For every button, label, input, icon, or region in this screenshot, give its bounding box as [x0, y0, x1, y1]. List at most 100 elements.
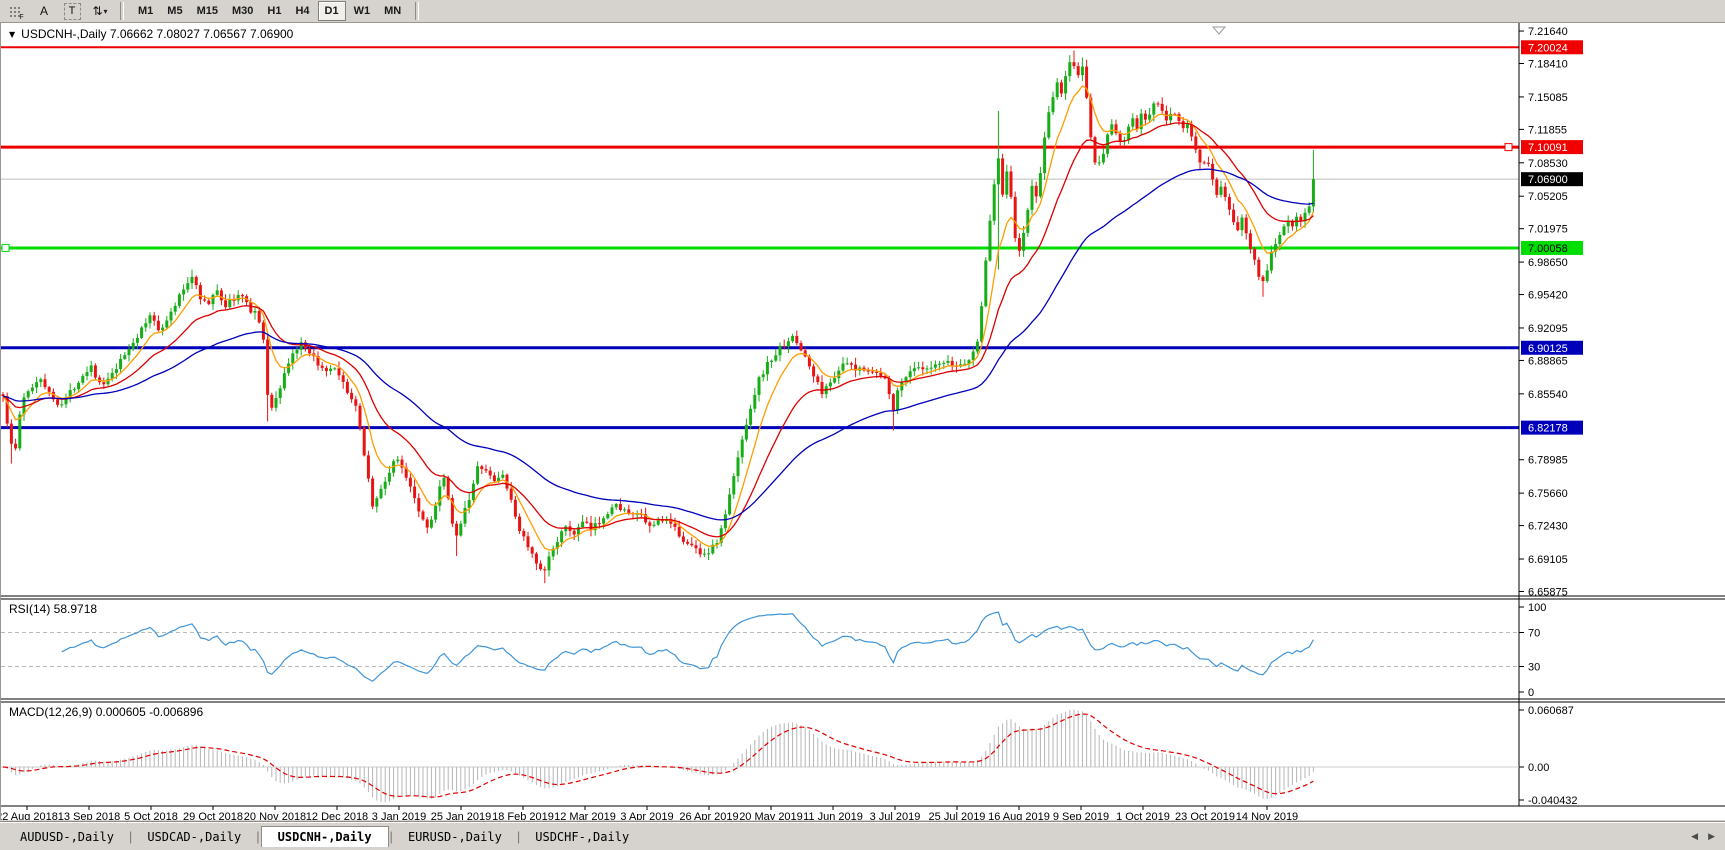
price-axis-label: 7.01975: [1528, 224, 1568, 236]
timeframe-button-d1[interactable]: D1: [317, 1, 346, 21]
hline-handle[interactable]: [1504, 143, 1513, 152]
date-label[interactable]: 18 Feb 2019: [492, 811, 554, 820]
arrow-style-button[interactable]: ⇅ ▾: [87, 2, 113, 21]
timeframe-button-m30[interactable]: M30: [231, 5, 254, 17]
date-label[interactable]: 11 Jun 2019: [803, 811, 863, 820]
timeframe-button-m15[interactable]: M15: [196, 5, 218, 17]
date-label[interactable]: 12 Dec 2018: [306, 811, 368, 820]
date-label[interactable]: 29 Oct 2018: [183, 811, 243, 820]
date-label[interactable]: 20 May 2019: [739, 811, 803, 820]
arrows-icon: ⇅: [92, 4, 103, 18]
price-axis-label: 7.18410: [1528, 59, 1568, 71]
price-badge: [1521, 172, 1583, 187]
price-badge: [1521, 420, 1583, 435]
timeframe-button-h4[interactable]: H4: [295, 5, 310, 17]
chevron-down-icon: ▾: [103, 6, 108, 16]
tab-divider: |: [516, 829, 521, 844]
date-label[interactable]: 25 Jan 2019: [431, 811, 492, 820]
price-badge: [1521, 240, 1583, 255]
date-label[interactable]: 12 Mar 2019: [554, 811, 616, 820]
rsi-axis-label: 0: [1528, 687, 1534, 699]
price-axis-label: 6.98650: [1528, 257, 1568, 269]
chart-tab-usdchf[interactable]: USDCHF-,Daily: [535, 829, 630, 844]
price-badge: [1521, 140, 1583, 155]
date-label[interactable]: 14 Nov 2019: [1236, 811, 1298, 820]
chart-title: ▼ USDCNH-,Daily 7.06662 7.08027 7.06567 …: [9, 27, 293, 41]
tab-divider: |: [389, 829, 393, 844]
price-axis-label: 6.78985: [1528, 455, 1568, 467]
price-axis-label: 6.95420: [1528, 290, 1568, 302]
rsi-axis-label: 100: [1528, 602, 1546, 614]
timeframe-button-w1[interactable]: W1: [353, 5, 371, 17]
timeframe-button-m5[interactable]: M5: [167, 5, 183, 17]
hline-handle[interactable]: [1, 243, 10, 252]
tab-scroll-right-icon[interactable]: ▶: [1708, 831, 1715, 842]
chart-tab-usdcnh[interactable]: USDCNH-,Daily: [260, 826, 389, 847]
rsi-axis-label: 70: [1528, 628, 1540, 640]
date-label[interactable]: 16 Aug 2019: [988, 811, 1050, 820]
price-axis: 7.21640 7.18410 7.15085 7.11855 7.08530 7.052…: [1519, 26, 1583, 598]
chart-title-text: USDCNH-,Daily 7.06662 7.08027 7.06567 7.…: [21, 27, 294, 41]
price-badge-label: 6.90125: [1528, 343, 1568, 355]
price-badge: [1521, 340, 1583, 355]
price-axis-label: 6.85540: [1528, 389, 1568, 401]
tab-scroll-left-icon[interactable]: ◀: [1691, 831, 1699, 842]
ma-slow-line: [2, 168, 1314, 521]
chart-tab-audusd[interactable]: AUDUSD-,Daily: [20, 829, 114, 844]
date-label[interactable]: 9 Sep 2019: [1053, 811, 1109, 820]
price-chart[interactable]: 7.21640 7.18410 7.15085 7.11855 7.08530 7.052…: [1, 23, 1725, 820]
date-label[interactable]: 13 Sep 2018: [58, 811, 120, 820]
price-axis-label: 7.21640: [1528, 26, 1568, 38]
timeframe-button-mn[interactable]: MN: [384, 5, 402, 17]
macd-axis-label: 0.00: [1528, 762, 1549, 774]
ma-mid-line: [2, 122, 1314, 538]
timeframe-button-m1[interactable]: M1: [138, 5, 154, 17]
price-axis-label: 6.92095: [1528, 323, 1568, 335]
chart-tab-bar: AUDUSD-,Daily | USDCAD-,Daily | USDCNH-,Dail…: [0, 822, 1725, 850]
price-axis-label: 7.15085: [1528, 92, 1568, 104]
rsi-axis-label: 30: [1528, 662, 1540, 674]
chart-tab-eurusd[interactable]: EURUSD-,Daily: [407, 829, 502, 844]
chart-tab-usdcad[interactable]: USDCAD-,Daily: [147, 829, 242, 844]
date-label[interactable]: 3 Apr 2019: [620, 811, 673, 820]
date-label[interactable]: 3 Jul 2019: [870, 811, 921, 820]
date-label[interactable]: 26 Apr 2019: [679, 811, 738, 820]
chart-shift-marker-icon[interactable]: [1211, 26, 1227, 35]
price-badge-label: 6.82178: [1528, 423, 1568, 435]
tab-divider: |: [256, 829, 260, 844]
price-axis-label: 7.05205: [1528, 191, 1568, 203]
macd-label: MACD(12,26,9) 0.000605 -0.006896: [9, 705, 203, 719]
text-label-button[interactable]: A: [39, 4, 48, 18]
tab-scroll-arrows: ◀ ▶: [1691, 832, 1715, 842]
date-label[interactable]: 23 Oct 2019: [1175, 811, 1235, 820]
macd-signal-line: [2, 713, 1314, 798]
grid-f-icon[interactable]: F: [3, 2, 29, 21]
date-label[interactable]: 22 Aug 2018: [1, 811, 58, 820]
rsi-label: RSI(14) 58.9718: [9, 602, 97, 616]
toolbar-separator: [120, 2, 124, 20]
price-axis-label: 7.08530: [1528, 158, 1568, 170]
price-badge-label: 7.06900: [1528, 174, 1568, 186]
top-toolbar: F A T ⇅ ▾ M1 M5 M15 M30 H1 H4 D1 W1 MN: [0, 0, 1725, 23]
price-axis-label: 6.75660: [1528, 488, 1568, 500]
date-label[interactable]: 3 Jan 2019: [372, 811, 426, 820]
price-axis-label: 7.11855: [1528, 124, 1567, 136]
chart-tabs: AUDUSD-,Daily | USDCAD-,Daily | USDCNH-,Dail…: [0, 823, 643, 850]
macd-axis-label: -0.040432: [1528, 795, 1578, 807]
grid-f-sub: F: [19, 13, 24, 21]
date-label[interactable]: 1 Oct 2019: [1116, 811, 1170, 820]
price-badge-label: 7.20024: [1528, 42, 1568, 54]
text-box-button[interactable]: T: [59, 2, 85, 21]
date-label[interactable]: 5 Oct 2018: [124, 811, 178, 820]
date-label[interactable]: 20 Nov 2018: [244, 811, 306, 820]
macd-axis-label: 0.060687: [1528, 705, 1574, 717]
price-badge-label: 7.00058: [1528, 243, 1568, 255]
dot-grid-icon: [8, 4, 22, 18]
price-axis-label: 6.69105: [1528, 554, 1568, 566]
timeframe-button-h1[interactable]: H1: [267, 5, 282, 17]
toolbar-separator-2: [415, 2, 420, 20]
price-axis-label: 6.65875: [1528, 586, 1568, 598]
collapse-triangle-icon[interactable]: ▼: [9, 29, 16, 39]
chart-window: 7.21640 7.18410 7.15085 7.11855 7.08530 7.052…: [0, 23, 1725, 820]
date-label[interactable]: 25 Jul 2019: [929, 811, 986, 820]
